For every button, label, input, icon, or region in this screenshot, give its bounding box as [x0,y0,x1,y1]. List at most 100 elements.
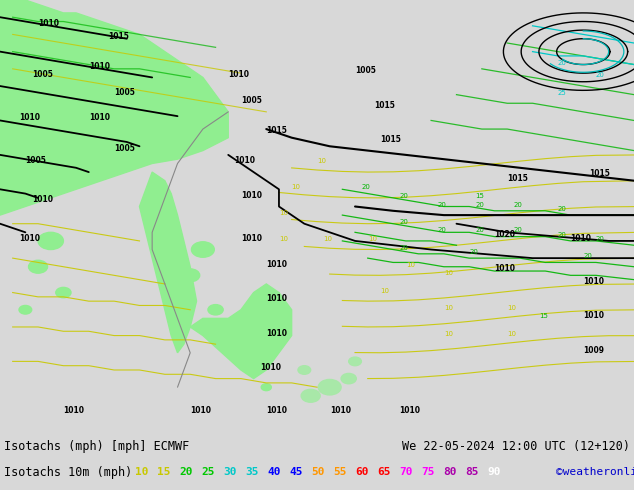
Text: We 22-05-2024 12:00 UTC (12+120): We 22-05-2024 12:00 UTC (12+120) [402,440,630,453]
Circle shape [29,260,48,273]
Text: 1010: 1010 [63,406,84,415]
Text: 1010: 1010 [266,294,287,303]
Text: 60: 60 [355,467,369,477]
Circle shape [246,365,261,375]
Circle shape [349,357,361,366]
Circle shape [341,373,356,384]
Circle shape [38,232,63,249]
Text: 1010: 1010 [235,156,256,166]
Text: 65: 65 [377,467,391,477]
Text: 1010: 1010 [228,71,249,79]
Text: 20: 20 [361,184,370,190]
Text: 45: 45 [289,467,303,477]
Text: 40: 40 [268,467,281,477]
Text: 1009: 1009 [583,346,604,355]
Text: 20: 20 [583,253,592,259]
Text: 1010: 1010 [241,191,262,200]
Circle shape [261,384,271,391]
Text: 1015: 1015 [507,173,528,183]
Text: 15: 15 [157,467,171,477]
Text: 1010: 1010 [38,19,59,28]
Circle shape [191,242,214,257]
Circle shape [222,331,235,340]
Text: 20: 20 [596,73,605,78]
Circle shape [181,269,200,282]
Text: 20: 20 [437,201,446,207]
Text: 20: 20 [514,201,522,207]
Text: 1010: 1010 [266,260,287,269]
Text: 35: 35 [245,467,259,477]
Text: 1010: 1010 [330,406,351,415]
Text: 10: 10 [444,331,453,337]
Circle shape [301,390,320,402]
Text: 20: 20 [469,249,478,255]
Text: 1005: 1005 [241,96,262,105]
Text: 1010: 1010 [190,406,211,415]
Text: 1010: 1010 [266,406,287,415]
Text: 25: 25 [558,90,567,96]
Text: 20: 20 [179,467,193,477]
Circle shape [56,288,71,298]
Text: 20: 20 [476,201,484,207]
Text: Isotachs (mph) [mph] ECMWF: Isotachs (mph) [mph] ECMWF [4,440,190,453]
Text: 10: 10 [368,236,377,242]
Text: 1005: 1005 [114,88,135,97]
Text: 90: 90 [488,467,501,477]
Text: 20: 20 [399,245,408,250]
Text: 10: 10 [323,236,332,242]
Text: 15: 15 [476,193,484,199]
Text: 70: 70 [399,467,413,477]
Text: 10: 10 [279,236,288,242]
Text: 20: 20 [437,227,446,233]
Circle shape [298,366,311,374]
Text: 55: 55 [333,467,347,477]
Text: 1010: 1010 [260,363,281,372]
Text: 10: 10 [406,262,415,268]
Text: 1010: 1010 [19,114,40,122]
Text: 20: 20 [558,232,567,238]
Text: 1005: 1005 [32,71,53,79]
Circle shape [318,379,341,395]
Text: 1010: 1010 [583,311,604,320]
Text: 25: 25 [201,467,215,477]
Text: 1010: 1010 [583,277,604,286]
Text: 1010: 1010 [266,329,287,338]
Text: 10: 10 [292,184,301,190]
Text: 1015: 1015 [108,32,129,41]
Text: 1010: 1010 [241,234,262,243]
Text: 1015: 1015 [266,126,287,135]
Polygon shape [139,172,197,353]
Text: 1010: 1010 [32,195,53,204]
Text: 1005: 1005 [25,156,46,166]
Circle shape [208,305,223,315]
Text: 1010: 1010 [89,114,110,122]
Text: 20: 20 [514,227,522,233]
Text: 80: 80 [443,467,456,477]
Text: 50: 50 [311,467,325,477]
Text: 1015: 1015 [380,135,401,144]
Text: 75: 75 [421,467,435,477]
Text: 10: 10 [380,288,389,294]
Text: 1010: 1010 [399,406,420,415]
Text: 1015: 1015 [374,100,395,110]
Circle shape [170,305,185,315]
Text: 20: 20 [399,193,408,199]
Text: 20: 20 [399,219,408,225]
Text: 30: 30 [223,467,236,477]
Text: 20: 20 [558,59,567,66]
Text: 20: 20 [558,206,567,212]
Text: ©weatheronline.co.uk: ©weatheronline.co.uk [556,467,634,477]
Circle shape [235,348,247,357]
Text: 1005: 1005 [114,144,135,152]
Text: 15: 15 [539,314,548,319]
Text: 1010: 1010 [19,234,40,243]
Text: 10: 10 [135,467,149,477]
Text: 10: 10 [444,305,453,311]
Text: 20: 20 [476,227,484,233]
Text: 1010: 1010 [495,264,515,273]
Text: 1010: 1010 [89,62,110,71]
Text: 10: 10 [444,270,453,276]
Text: 1020: 1020 [495,230,515,239]
Text: 1010: 1010 [571,234,592,243]
Text: 20: 20 [596,236,605,242]
